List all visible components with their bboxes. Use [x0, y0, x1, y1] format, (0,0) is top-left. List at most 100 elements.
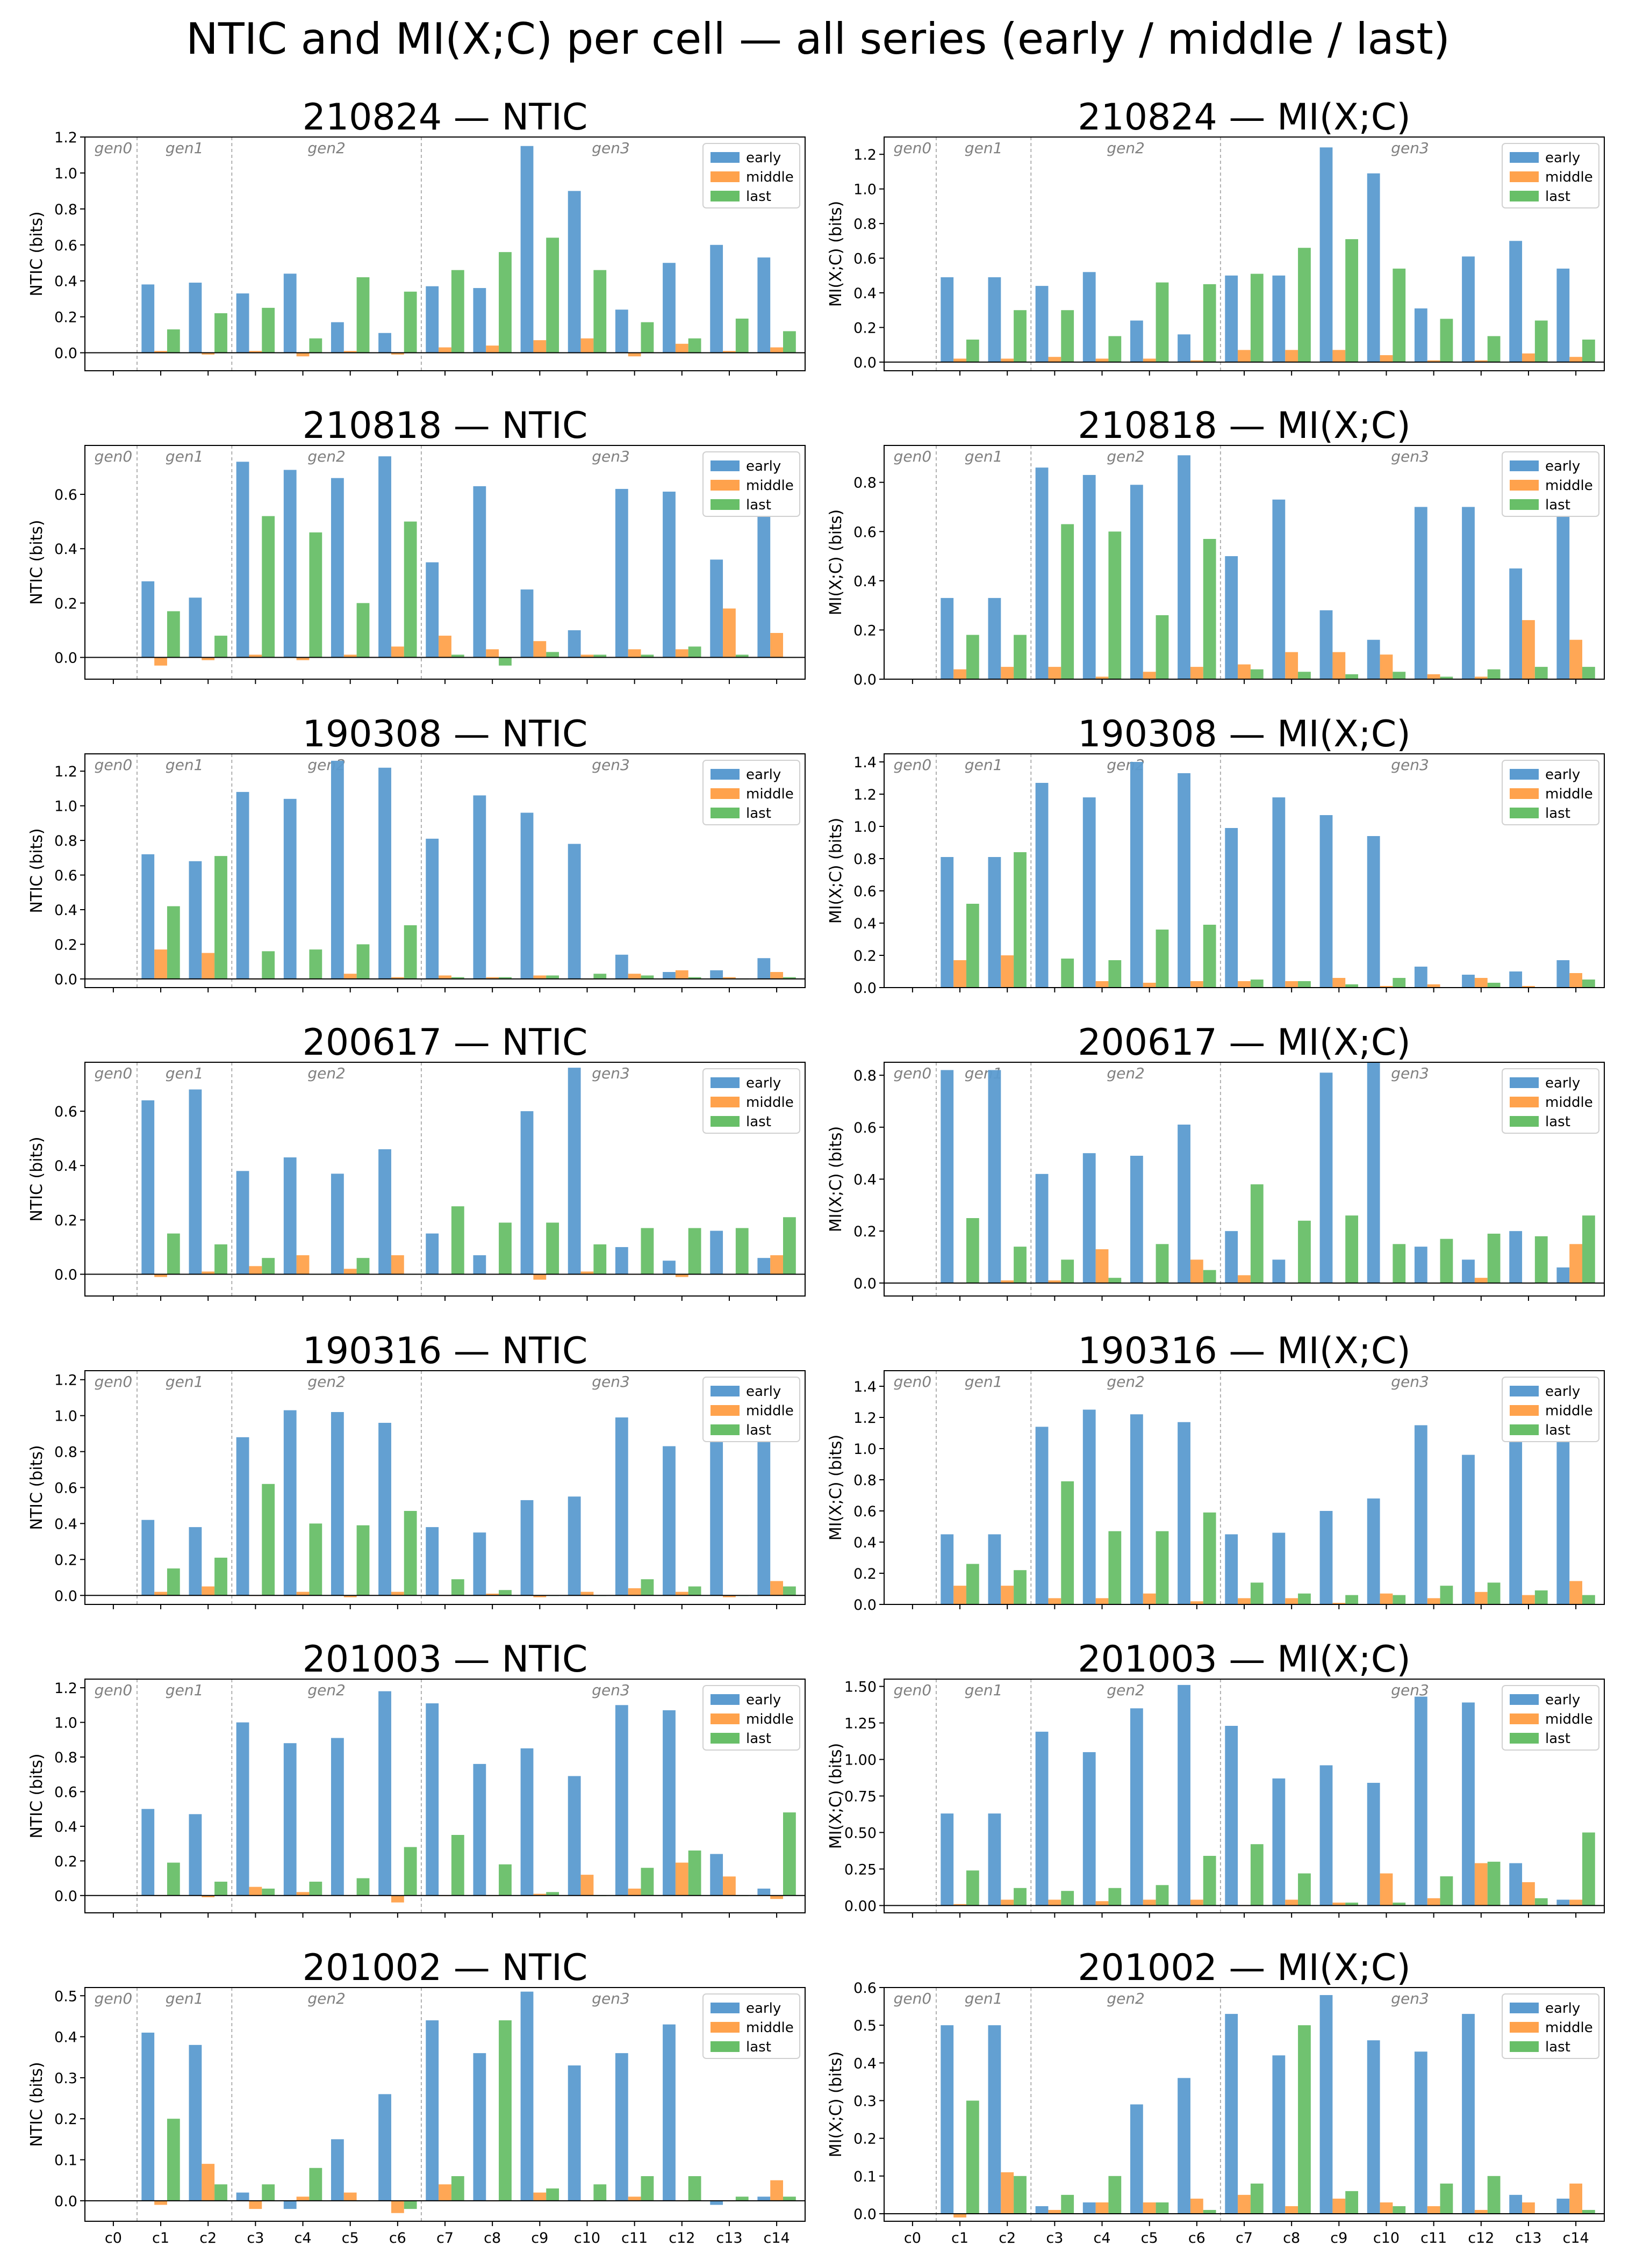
legend-swatch-early: [1510, 1386, 1539, 1396]
x-tick-label: c11: [621, 2230, 648, 2247]
chart-title: 201002 — MI(X;C): [1078, 1947, 1411, 1989]
generation-label: gen3: [1391, 448, 1429, 465]
bar-last: [641, 654, 654, 658]
legend-label: last: [1545, 1731, 1570, 1747]
bar-last: [404, 521, 417, 658]
generation-label: gen3: [1391, 756, 1429, 774]
legend-label: middle: [1545, 478, 1593, 494]
bar-middle: [1143, 2202, 1156, 2214]
bar-last: [1250, 2183, 1264, 2214]
legend-label: last: [746, 497, 771, 513]
bar-last: [404, 925, 417, 979]
legend-label: early: [746, 458, 781, 474]
bar-middle: [391, 1592, 404, 1596]
bar-last: [1393, 268, 1406, 362]
bar-middle: [1380, 2202, 1393, 2214]
x-tick-label: c11: [1420, 2230, 1447, 2247]
bar-last: [546, 975, 559, 979]
generation-label: gen0: [95, 1373, 133, 1391]
y-tick-label: 1.2: [54, 764, 77, 780]
bar-last: [167, 1862, 180, 1896]
legend-label: middle: [746, 478, 794, 494]
bar-last: [1345, 239, 1359, 362]
bar-middle: [296, 1592, 310, 1596]
y-tick-label: 0.6: [54, 1784, 77, 1801]
bar-last: [1345, 1595, 1359, 1604]
bar-early: [1462, 256, 1475, 362]
bar-middle: [1238, 350, 1251, 362]
bar-middle: [1285, 1899, 1298, 1906]
bar-last: [451, 1579, 464, 1596]
generation-label: gen1: [965, 756, 1003, 774]
bar-early: [663, 491, 676, 658]
chart-title: 201003 — MI(X;C): [1078, 1638, 1411, 1681]
bar-early: [615, 488, 628, 658]
bar-early: [710, 1230, 723, 1275]
bar-early: [426, 1233, 439, 1275]
bar-last: [688, 1228, 701, 1275]
bar-last: [1108, 1278, 1122, 1283]
bar-middle: [1048, 1280, 1061, 1283]
bar-middle: [202, 1895, 215, 1897]
y-tick-label: 0.75: [844, 1789, 877, 1805]
bar-last: [1345, 674, 1359, 679]
bar-early: [1272, 797, 1286, 988]
bar-early: [1367, 639, 1380, 679]
legend-swatch-middle: [1510, 1097, 1539, 1107]
legend-swatch-early: [711, 2003, 740, 2013]
legend-label: early: [1545, 150, 1580, 166]
chart-panel: 210824 — NTIC NTIC (bits) 0.0 0.2 0.4 0.6 0.8 1…: [27, 96, 806, 376]
x-tick-label: c5: [1141, 2230, 1158, 2247]
bar-last: [783, 331, 796, 353]
bar-last: [1014, 2176, 1027, 2214]
y-axis-label: MI(X;C) (bits): [827, 1435, 845, 1540]
bar-middle: [628, 352, 641, 357]
bar-middle: [1522, 2202, 1535, 2214]
bar-last: [262, 516, 275, 658]
y-tick-label: 0.6: [853, 524, 877, 541]
bar-early: [568, 1068, 581, 1275]
bar-middle: [1095, 981, 1109, 988]
bar-early: [1130, 485, 1143, 679]
bar-early: [331, 1173, 344, 1275]
chart-title: 210824 — MI(X;C): [1078, 96, 1411, 139]
bar-early: [426, 562, 439, 658]
generation-label: gen2: [1107, 139, 1145, 157]
generation-label: gen1: [965, 448, 1003, 465]
generation-label: gen2: [307, 1681, 346, 1699]
bar-middle: [1569, 1244, 1583, 1283]
bar-early: [426, 838, 439, 979]
y-tick-label: 0.5: [54, 1988, 77, 2005]
generation-label: gen2: [1107, 1681, 1145, 1699]
bar-early: [378, 1149, 391, 1275]
y-tick-label: 1.0: [54, 798, 77, 815]
bar-last: [1250, 1844, 1264, 1906]
bar-early: [426, 286, 439, 353]
bar-early: [473, 2053, 486, 2201]
generation-label: gen3: [1391, 1681, 1429, 1699]
bar-middle: [1474, 1278, 1488, 1283]
bar-last: [309, 532, 322, 658]
bar-early: [1319, 610, 1333, 679]
bar-last: [783, 977, 796, 979]
bar-middle: [486, 649, 499, 658]
y-tick-label: 0.0: [54, 2193, 77, 2210]
bar-middle: [1095, 1249, 1109, 1283]
bar-middle: [628, 1588, 641, 1596]
y-tick-label: 1.0: [54, 1715, 77, 1732]
bar-early: [1272, 1532, 1286, 1604]
bar-last: [641, 322, 654, 353]
bar-last: [499, 977, 512, 979]
bar-last: [1440, 1239, 1453, 1283]
y-axis-label: NTIC (bits): [27, 1136, 46, 1221]
bar-early: [473, 1255, 486, 1275]
bar-last: [1061, 1891, 1074, 1906]
bar-last: [1487, 669, 1501, 679]
y-tick-label: 0.6: [54, 1104, 77, 1120]
bar-early: [426, 2020, 439, 2201]
bar-middle: [154, 1592, 167, 1596]
bar-last: [451, 2176, 464, 2201]
bar-middle: [953, 960, 966, 988]
